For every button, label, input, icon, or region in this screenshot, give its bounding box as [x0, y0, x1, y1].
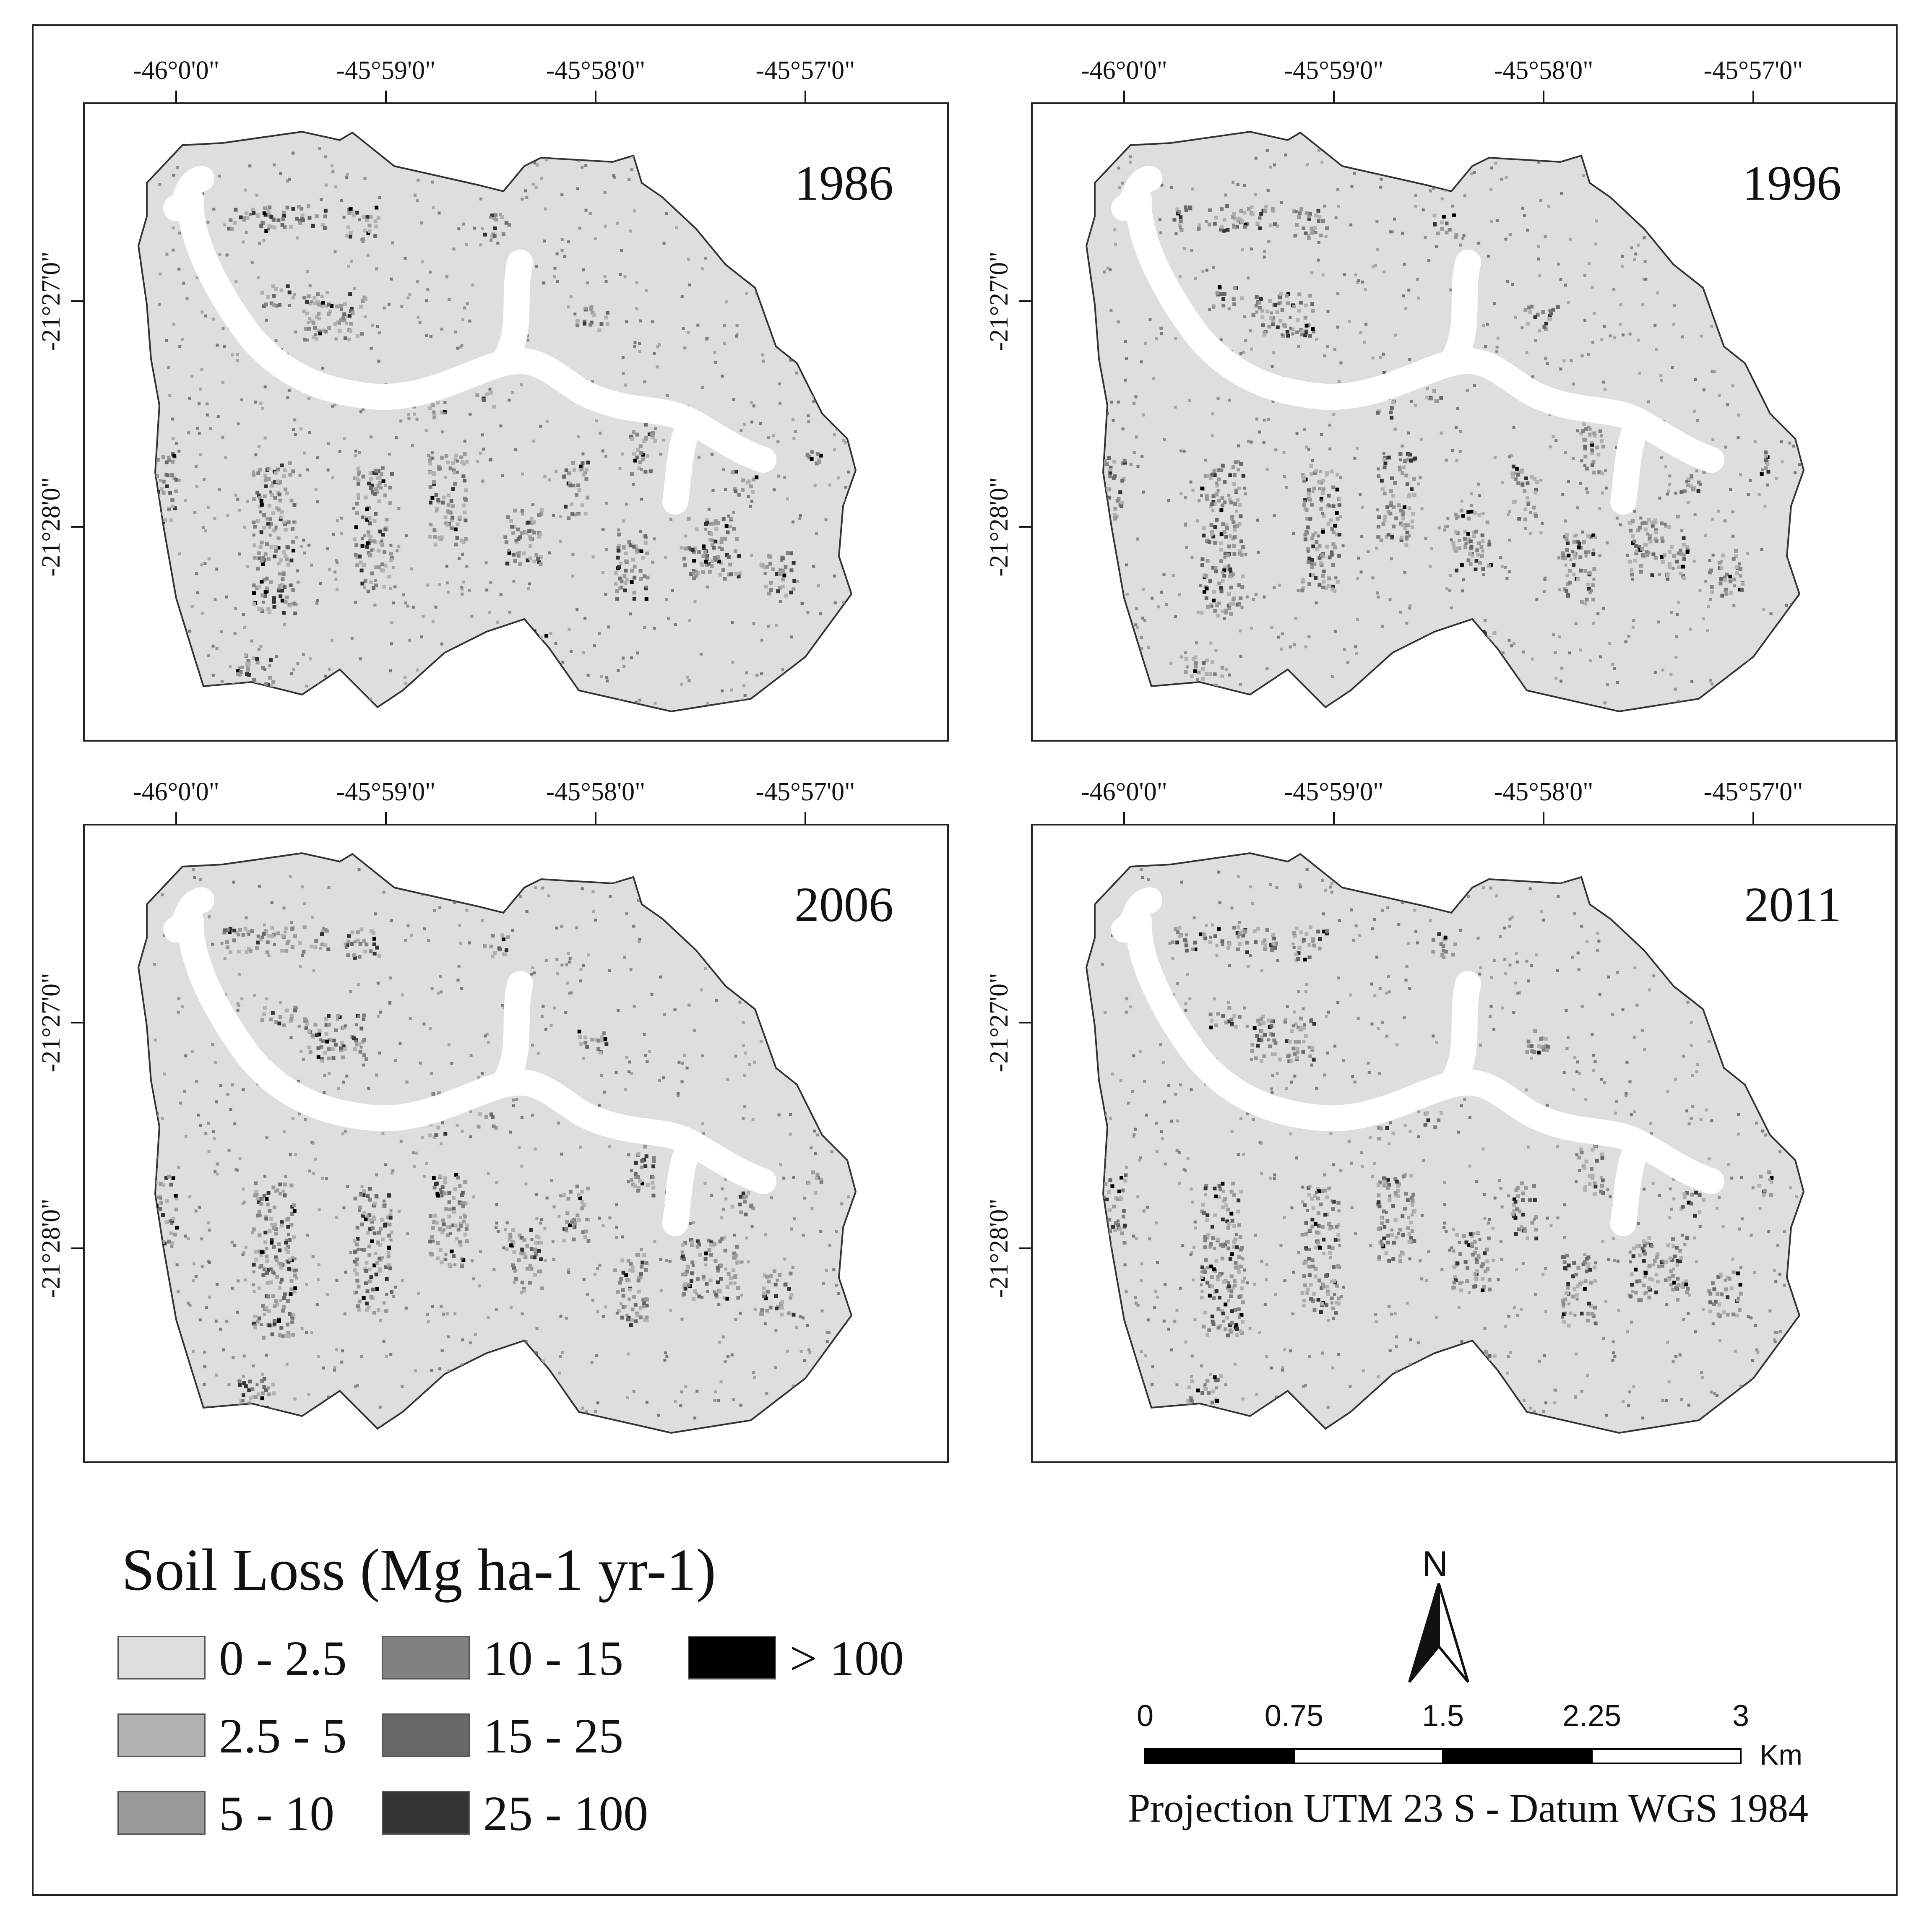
panel-year-label: 1996	[1742, 156, 1841, 211]
projection-note: Projection UTM 23 S - Datum WGS 1984	[1127, 1786, 1809, 1830]
watershed-area	[137, 130, 857, 713]
lon-tick-label: -45°59'0"	[336, 56, 436, 85]
scale-bar-tick-label: 1.5	[1422, 1699, 1464, 1733]
lon-tick-label: -45°57'0"	[1704, 778, 1803, 806]
legend-title: Soil Loss (Mg ha-1 yr-1)	[122, 1536, 716, 1603]
scale-bar-tick-label: 0	[1136, 1699, 1154, 1733]
map-panel-1986: -46°0'0" -45°59'0" -45°58'0" -45°57'0" -21°2…	[37, 56, 949, 742]
soil-loss-hotspots	[1091, 146, 1804, 710]
stream-network	[1111, 166, 1724, 515]
scale-bar-graphic	[1144, 1748, 1742, 1764]
lon-tick-label: -46°0'0"	[1081, 56, 1167, 85]
scale-bar-segment	[1442, 1748, 1593, 1764]
legend-label: 0 - 2.5	[219, 1631, 347, 1686]
scale-bar-tick-label: 2.25	[1562, 1699, 1622, 1733]
map-panel-2011: -46°0'0" -45°59'0" -45°58'0" -45°57'0" -21°2…	[985, 778, 1897, 1463]
map-panel-2006: -46°0'0" -45°59'0" -45°58'0" -45°57'0" -21°2…	[37, 778, 949, 1463]
lon-tick-label: -45°57'0"	[1704, 56, 1803, 85]
lon-tick-label: -46°0'0"	[133, 56, 219, 85]
panel-year-label: 1986	[794, 156, 893, 211]
lon-tick-label: -45°57'0"	[756, 56, 855, 85]
lon-tick-label: -46°0'0"	[1081, 778, 1167, 806]
legend-swatch	[117, 1713, 206, 1757]
north-arrow-icon	[1408, 1583, 1469, 1683]
lat-tick-label: -21°27'0"	[37, 973, 65, 1073]
scale-bar-tick-label: 0.75	[1264, 1699, 1324, 1733]
watershed-area	[137, 852, 857, 1434]
lat-tick-label: -21°27'0"	[985, 973, 1013, 1073]
stream-network	[163, 887, 776, 1236]
scale-bar-segment	[1144, 1748, 1295, 1764]
watershed-area	[1085, 852, 1805, 1434]
lon-tick-label: -46°0'0"	[133, 778, 219, 806]
map-panel-1996: -46°0'0" -45°59'0" -45°58'0" -45°57'0" -21°2…	[985, 56, 1897, 742]
legend-label: > 100	[789, 1631, 904, 1686]
panel-year-label: 2006	[794, 877, 893, 932]
lon-tick-label: -45°59'0"	[1284, 56, 1384, 85]
lon-tick-label: -45°58'0"	[1494, 56, 1594, 85]
watershed-area	[1085, 130, 1805, 713]
scale-bar-segment	[1591, 1748, 1742, 1764]
legend-swatch	[688, 1636, 776, 1679]
legend-swatch	[117, 1791, 206, 1835]
scale-bar-unit: Km	[1760, 1739, 1802, 1771]
lat-tick-label: -21°27'0"	[37, 252, 65, 351]
legend-label: 2.5 - 5	[219, 1708, 347, 1763]
lat-tick-label: -21°28'0"	[37, 1199, 65, 1298]
lon-tick-label: -45°58'0"	[1494, 778, 1594, 806]
lat-tick-label: -21°27'0"	[985, 252, 1013, 351]
panel-year-label: 2011	[1744, 877, 1841, 932]
lat-tick-label: -21°28'0"	[37, 477, 65, 577]
scale-bar-segment	[1293, 1748, 1444, 1764]
lon-tick-label: -45°58'0"	[546, 778, 646, 806]
stream-network	[1111, 887, 1724, 1236]
lon-tick-label: -45°59'0"	[1284, 778, 1384, 806]
legend-swatch	[382, 1791, 470, 1835]
north-arrow: N	[1397, 1544, 1481, 1695]
legend-swatch	[382, 1713, 470, 1757]
legend-label: 15 - 25	[483, 1708, 624, 1763]
soil-loss-hotspots	[143, 145, 856, 708]
legend: Soil Loss (Mg ha-1 yr-1) 0 - 2.5 2.5 - 5 5…	[117, 1535, 956, 1854]
legend-label: 5 - 10	[219, 1786, 335, 1841]
legend-swatch	[382, 1636, 470, 1679]
stream-network	[163, 166, 776, 515]
lon-tick-label: -45°59'0"	[336, 778, 436, 806]
legend-label: 25 - 100	[483, 1786, 648, 1841]
scale-bar: Km 0 0.75 1.5 2.25 3	[1103, 1699, 1816, 1783]
lat-tick-label: -21°28'0"	[985, 1199, 1013, 1298]
scale-bar-tick-label: 3	[1732, 1699, 1750, 1733]
lon-tick-label: -45°58'0"	[546, 56, 646, 85]
lon-tick-label: -45°57'0"	[756, 778, 855, 806]
north-arrow-label: N	[1422, 1544, 1448, 1584]
legend-swatch	[117, 1636, 206, 1679]
lat-tick-label: -21°28'0"	[985, 477, 1013, 577]
legend-label: 10 - 15	[483, 1631, 624, 1686]
